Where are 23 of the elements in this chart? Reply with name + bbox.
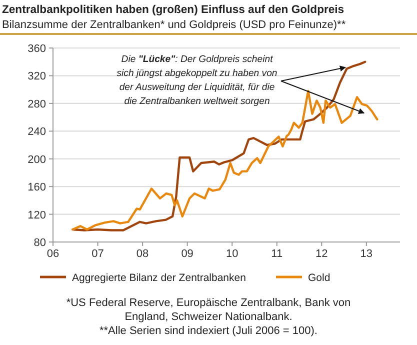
text: **Alle Serien sind indexiert (Juli 2006 = 100). bbox=[100, 325, 318, 337]
x-tick-label: 09 bbox=[181, 248, 194, 260]
x-tick-label: 13 bbox=[360, 248, 373, 260]
legend-label: Gold bbox=[308, 272, 330, 284]
y-tick-label: 240 bbox=[28, 126, 46, 138]
x-tick-label: 11 bbox=[271, 248, 283, 260]
y-tick-label: 80 bbox=[34, 237, 46, 249]
y-tick-label: 120 bbox=[28, 209, 46, 222]
legend-label: Aggregierte Bilanz der Zentralbanken bbox=[72, 272, 246, 284]
y-tick-label: 320 bbox=[28, 70, 46, 83]
x-tick-label: 07 bbox=[92, 248, 104, 260]
y-tick-label: 360 bbox=[28, 43, 46, 55]
y-tick-label: 200 bbox=[28, 154, 46, 166]
annotation: Die "Lücke": Der Goldpreis scheint sich jüngst abgekoppelt zu haben von der Ausweitung der Liquidität, für die die Zentralbanken weltweit sorgen bbox=[116, 54, 278, 107]
x-tick-label: 08 bbox=[136, 248, 149, 260]
chart-title: Zentralbankpolitiken haben (großen) Einfluss auf den Goldpreis bbox=[2, 4, 344, 16]
x-tick-label: 12 bbox=[316, 248, 328, 260]
y-tick-label: 160 bbox=[28, 182, 46, 194]
chart-subtitle: Bilanzsumme der Zentralbanken* und Goldpreis (USD pro Feinunze)** bbox=[2, 19, 346, 31]
x-tick-label: 10 bbox=[226, 248, 238, 260]
y-tick-label: 280 bbox=[28, 98, 46, 110]
x-tick-label: 06 bbox=[46, 248, 60, 260]
text: *US Federal Reserve, Europäische Zentralbank, Bank von England, Schweizer Nationalbank. bbox=[66, 297, 351, 323]
